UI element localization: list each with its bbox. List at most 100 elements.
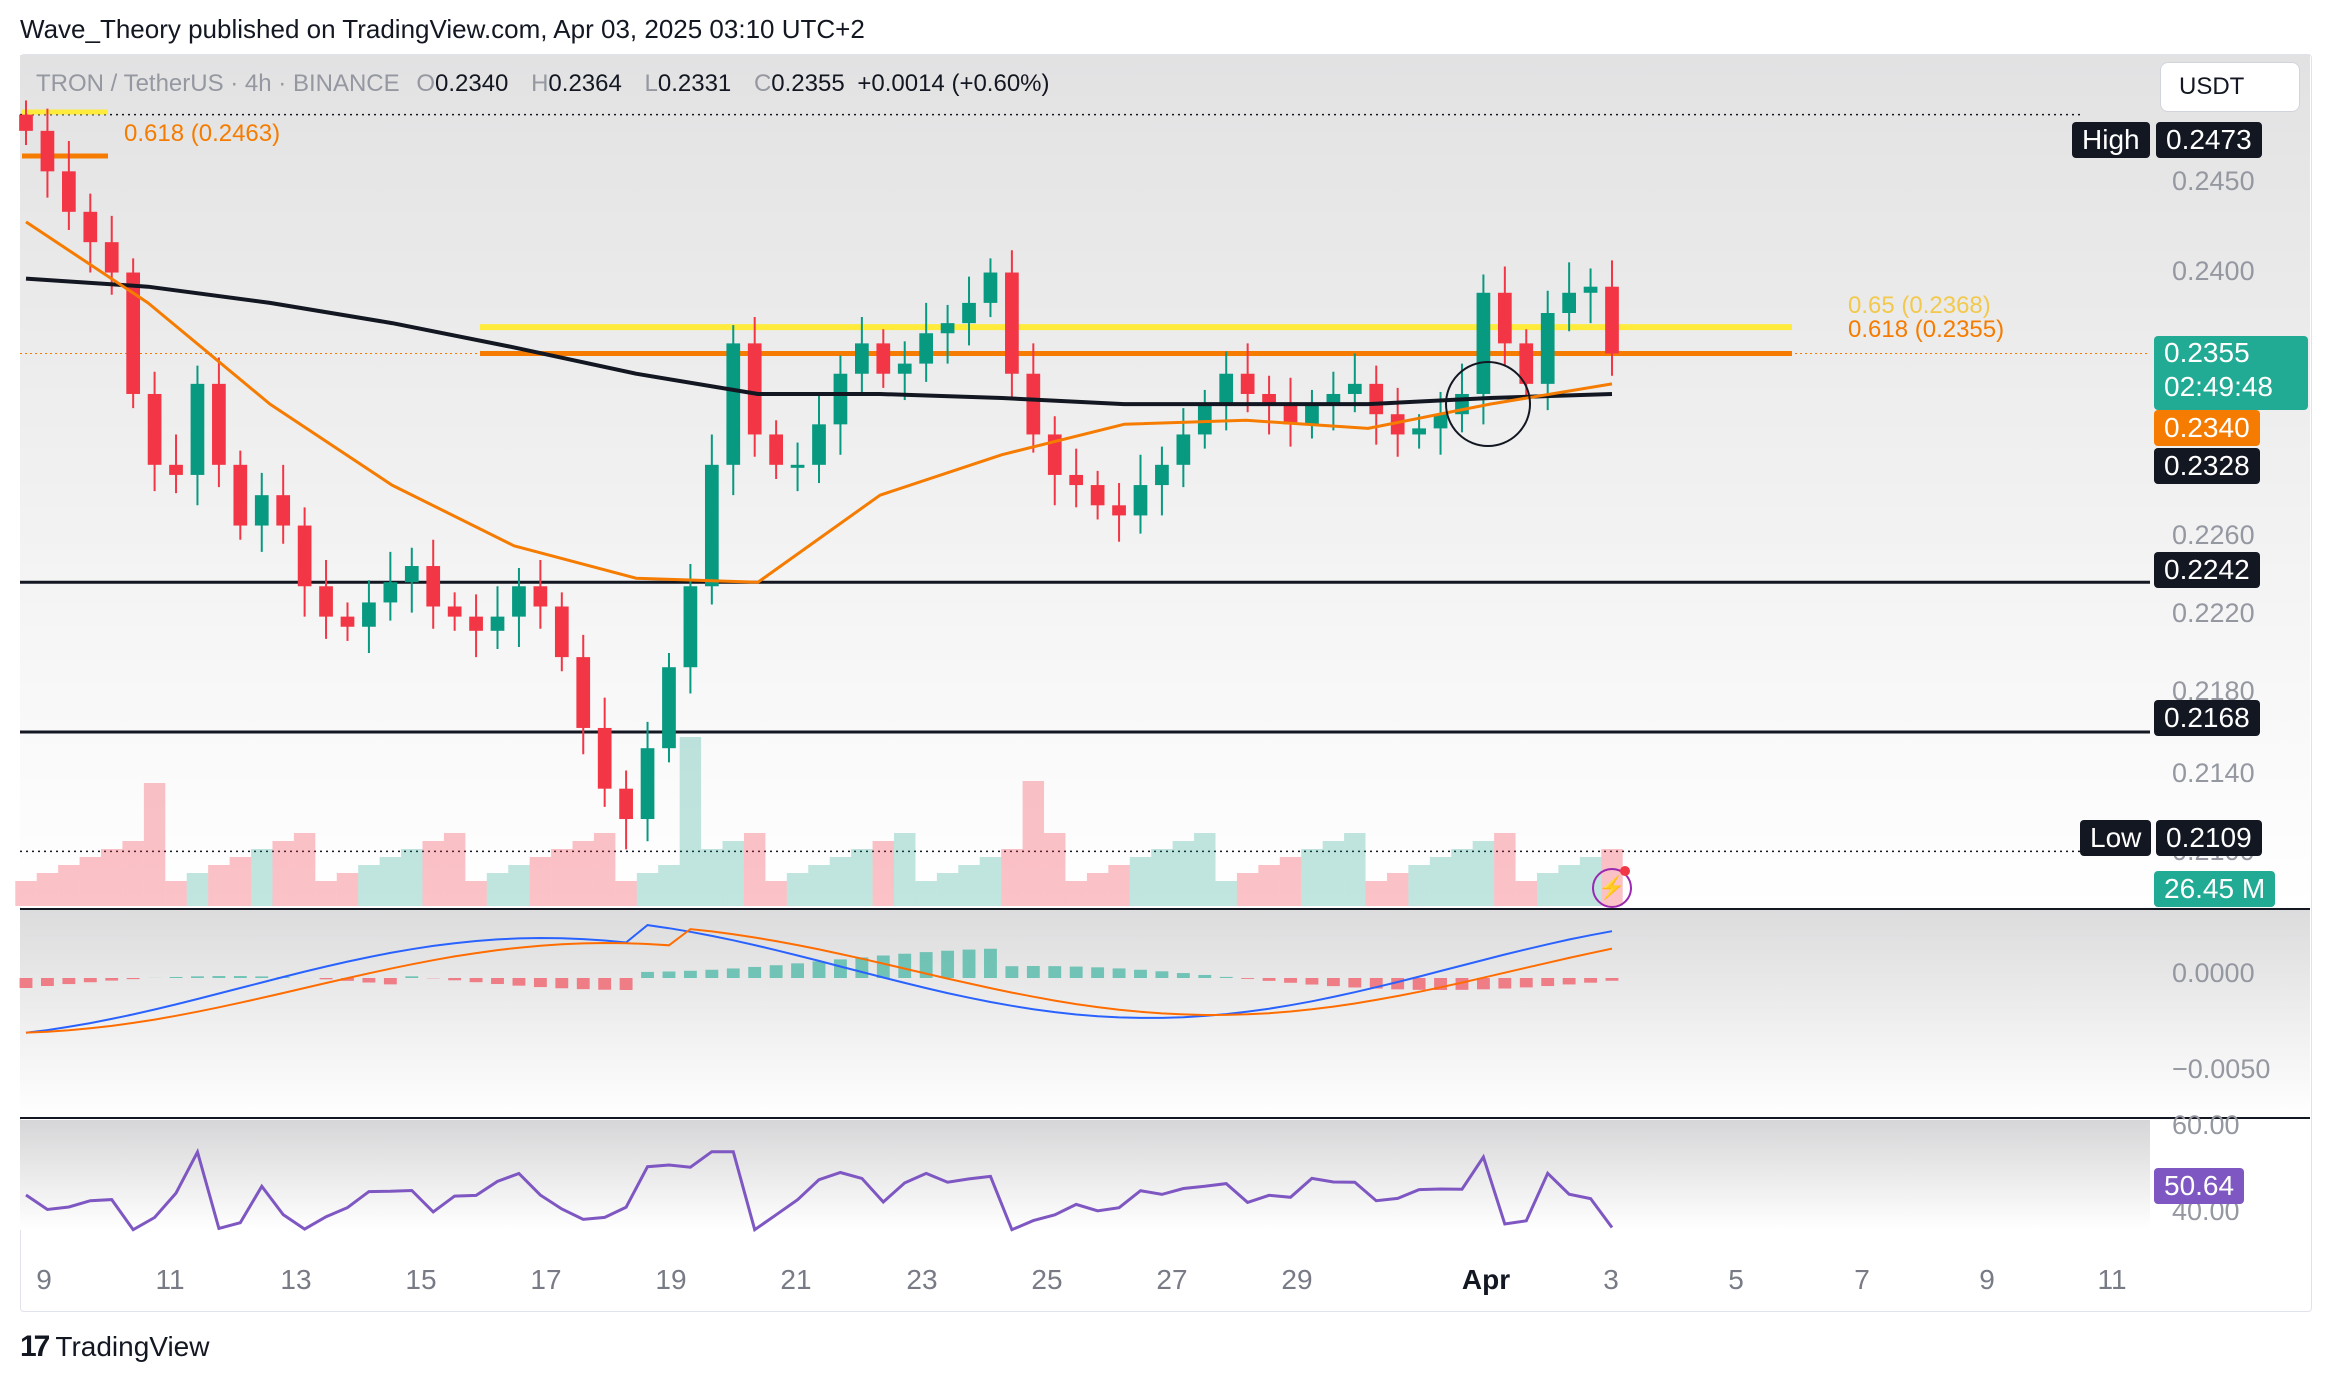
macd-histogram-bar	[169, 976, 183, 978]
date-label: 27	[1156, 1264, 1188, 1295]
date-label: 19	[655, 1264, 687, 1295]
rsi-tag: 50.64	[2154, 1168, 2245, 1204]
volume-bar	[1301, 849, 1323, 906]
volume-bar	[1044, 833, 1066, 906]
candle-body	[640, 748, 655, 820]
volume-bar	[1451, 849, 1473, 906]
macd-histogram-bar	[1112, 968, 1126, 978]
candle-body	[1283, 404, 1298, 425]
candle-body	[769, 434, 783, 465]
candle-body	[147, 393, 162, 465]
date-label: 29	[1281, 1264, 1313, 1295]
candle-body	[426, 566, 441, 607]
macd-histogram-bar	[1241, 978, 1255, 979]
support-tag-1: 0.2242	[2154, 552, 2260, 588]
macd-histogram-bar	[105, 978, 119, 981]
volume-bar	[1065, 881, 1087, 906]
candle-body	[619, 788, 633, 820]
candle-body	[512, 586, 526, 617]
volume-bar	[529, 857, 552, 906]
candle-body	[812, 424, 826, 465]
candle-body	[1197, 404, 1212, 435]
volume-bar	[1558, 865, 1580, 906]
volume-bar	[1086, 873, 1109, 906]
volume-bar	[443, 833, 466, 906]
volume-bar	[936, 873, 959, 906]
sma-tag: 0.2328	[2154, 448, 2260, 484]
volume-bar	[401, 849, 423, 906]
volume-bar	[251, 849, 273, 906]
rsi-pane-bg	[20, 1120, 2150, 1230]
macd-histogram-bar	[984, 948, 997, 978]
macd-histogram-bar	[512, 978, 526, 986]
macd-histogram-bar	[83, 978, 97, 983]
macd-histogram-bar	[1048, 966, 1062, 978]
currency-button[interactable]: USDT	[2160, 62, 2300, 112]
legend: TRON / TetherUS · 4h · BINANCE O0.2340 H…	[36, 70, 1050, 97]
candle-body	[1583, 286, 1598, 293]
candle-body	[597, 727, 612, 789]
symbol-label: TRON / TetherUS · 4h · BINANCE	[36, 70, 400, 97]
volume-bar	[1279, 857, 1302, 906]
macd-histogram-bar	[1584, 978, 1597, 983]
volume-bar	[808, 865, 830, 906]
volume-bar	[293, 833, 316, 906]
ema50-line	[25, 220, 1613, 584]
macd-histogram-bar	[898, 953, 912, 978]
volume-bar	[1408, 865, 1430, 906]
volume-bar	[379, 857, 402, 906]
volume-bar	[915, 881, 937, 906]
macd-histogram-bar	[1519, 978, 1533, 988]
volume-bar	[1472, 841, 1495, 906]
price-axis-label: 0.2450	[2172, 166, 2255, 196]
open-value: 0.2340	[435, 70, 509, 97]
volume-bar	[1022, 781, 1045, 906]
publisher-line: Wave_Theory published on TradingView.com…	[20, 14, 865, 44]
candle-body	[1133, 485, 1148, 516]
macd-histogram-bar	[383, 978, 397, 985]
macd-histogram-bar	[683, 970, 697, 978]
candle-body	[833, 373, 848, 425]
candle-body	[19, 114, 33, 131]
macd-histogram-bar	[126, 978, 140, 980]
volume-bar	[36, 873, 59, 906]
candle-body	[683, 586, 698, 668]
volume-bar	[229, 857, 252, 906]
candle-body	[533, 586, 548, 607]
volume-bar	[143, 783, 166, 906]
low-tag-value: 0.2109	[2156, 820, 2262, 856]
candle-body	[126, 272, 141, 394]
candle-body	[1176, 434, 1191, 465]
candle-body	[1562, 292, 1576, 314]
macd-histogram-bar	[555, 978, 569, 989]
macd-histogram-bar	[1498, 978, 1512, 989]
candle-body	[169, 464, 183, 475]
volume-bar	[272, 841, 294, 906]
volume-bar	[593, 833, 616, 906]
macd-histogram-bar	[212, 976, 226, 978]
candle-body	[1433, 414, 1448, 429]
lightning-alert-icon[interactable]: ⚡	[1592, 868, 1632, 908]
macd-histogram-bar	[791, 963, 804, 978]
macd-histogram-bar	[1155, 971, 1169, 978]
macd-histogram-bar	[1455, 978, 1469, 990]
candle-body	[83, 211, 98, 243]
low-tag-label: Low	[2080, 820, 2152, 856]
date-label: 21	[780, 1264, 812, 1295]
candle-body	[876, 343, 891, 374]
date-label: Apr	[1461, 1264, 1511, 1295]
volume-bar	[1001, 849, 1023, 906]
macd-histogram-bar	[62, 978, 76, 985]
tradingview-logo[interactable]: 17 TradingView	[20, 1330, 209, 1364]
date-label: 23	[906, 1264, 938, 1295]
macd-histogram-bar	[962, 949, 976, 978]
candle-body	[704, 464, 719, 587]
volume-bar	[551, 849, 573, 906]
date-label: 15	[405, 1264, 437, 1295]
candle-body	[490, 616, 505, 631]
candle-body	[662, 667, 676, 749]
macd-histogram-bar	[1348, 978, 1362, 988]
last-price-tag: 0.2355 02:49:48	[2154, 336, 2308, 410]
macd-histogram-bar	[1091, 967, 1105, 978]
